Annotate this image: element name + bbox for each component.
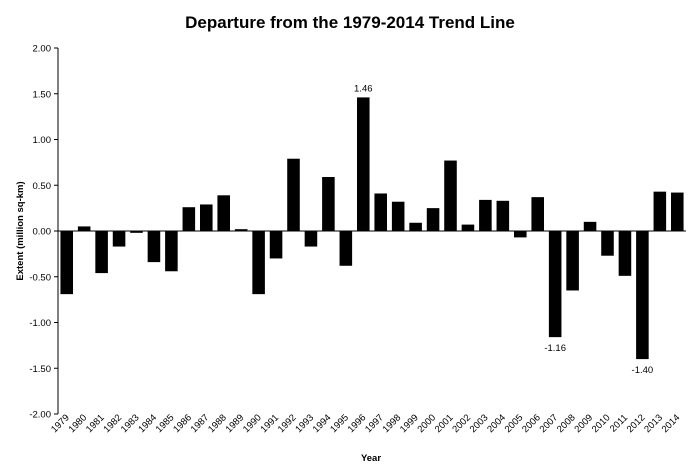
x-tick-label: 1990 bbox=[241, 412, 264, 435]
x-axis-ticks: 1979198019811982198319841985198619871988… bbox=[49, 412, 682, 435]
x-tick-label: 2014 bbox=[660, 412, 683, 435]
bar bbox=[548, 231, 562, 338]
bar bbox=[234, 229, 248, 231]
x-tick-label: 1998 bbox=[381, 412, 404, 435]
bar bbox=[374, 193, 388, 231]
bar bbox=[165, 231, 178, 272]
bar bbox=[182, 207, 196, 231]
y-tick-label: 0.50 bbox=[33, 181, 52, 192]
bar bbox=[461, 224, 475, 231]
bar bbox=[479, 199, 492, 231]
bar bbox=[304, 231, 318, 247]
bar bbox=[670, 192, 684, 231]
bar bbox=[95, 231, 108, 274]
x-tick-label: 1991 bbox=[258, 412, 281, 435]
x-tick-label: 2007 bbox=[538, 412, 561, 435]
y-tick-label: -2.00 bbox=[29, 410, 51, 421]
bar bbox=[130, 231, 143, 233]
x-tick-label: 1989 bbox=[224, 412, 247, 435]
bar bbox=[60, 231, 74, 295]
bars-group bbox=[60, 97, 684, 360]
bar bbox=[269, 231, 283, 259]
x-tick-label: 1999 bbox=[398, 412, 421, 435]
bar bbox=[112, 231, 126, 247]
x-tick-label: 2010 bbox=[590, 412, 613, 435]
x-tick-label: 2013 bbox=[642, 412, 665, 435]
bar bbox=[199, 204, 213, 231]
bar bbox=[618, 231, 632, 276]
y-tick-label: 1.00 bbox=[33, 135, 52, 146]
bar bbox=[391, 201, 405, 231]
x-tick-label: 2006 bbox=[520, 412, 543, 435]
x-tick-label: 1993 bbox=[293, 412, 316, 435]
y-tick-label: -0.50 bbox=[29, 272, 51, 283]
data-label: -1.40 bbox=[632, 365, 654, 376]
y-tick-label: -1.00 bbox=[29, 318, 51, 329]
data-labels-group: 1.46 -1.16 -1.40 bbox=[354, 83, 653, 376]
y-tick-label: -1.50 bbox=[29, 364, 51, 375]
x-tick-label: 1988 bbox=[206, 412, 229, 435]
bar bbox=[601, 231, 614, 256]
chart-title: Departure from the 1979-2014 Trend Line bbox=[185, 13, 515, 32]
x-tick-label: 2011 bbox=[608, 412, 630, 434]
x-tick-label: 2008 bbox=[555, 412, 578, 435]
bar bbox=[287, 158, 300, 231]
x-tick-label: 1986 bbox=[171, 412, 194, 435]
bar bbox=[513, 231, 527, 238]
bar bbox=[566, 231, 579, 291]
bar bbox=[356, 97, 370, 231]
y-tick-label: 2.00 bbox=[33, 44, 52, 55]
bar bbox=[147, 231, 161, 263]
bar bbox=[77, 226, 91, 231]
x-tick-label: 1982 bbox=[101, 412, 124, 435]
x-tick-label: 1979 bbox=[49, 412, 72, 435]
data-label: 1.46 bbox=[354, 83, 373, 94]
x-tick-label: 1997 bbox=[363, 412, 386, 435]
x-tick-label: 1995 bbox=[328, 412, 351, 435]
bar bbox=[252, 231, 265, 295]
x-tick-label: 2012 bbox=[625, 412, 648, 435]
bar bbox=[496, 200, 510, 231]
x-tick-label: 2001 bbox=[433, 412, 456, 435]
x-tick-label: 1996 bbox=[346, 412, 369, 435]
bar bbox=[409, 222, 422, 231]
x-tick-label: 1985 bbox=[154, 412, 177, 435]
x-tick-label: 1984 bbox=[136, 412, 159, 435]
x-tick-label: 2005 bbox=[503, 412, 526, 435]
bar bbox=[426, 208, 440, 231]
bar bbox=[636, 231, 649, 360]
bar bbox=[583, 221, 597, 231]
bar bbox=[339, 231, 353, 266]
x-tick-label: 2004 bbox=[485, 412, 508, 435]
y-axis-ticks: 2.00 1.50 1.00 0.50 0.00 -0.50 -1.00 -1.50 -2.00 bbox=[29, 44, 58, 421]
data-label: -1.16 bbox=[544, 343, 566, 354]
x-tick-label: 2000 bbox=[415, 412, 438, 435]
x-tick-label: 1980 bbox=[67, 412, 90, 435]
bar bbox=[531, 197, 545, 231]
y-tick-label: 0.00 bbox=[33, 227, 52, 238]
x-tick-label: 2002 bbox=[450, 412, 473, 435]
x-tick-label: 2009 bbox=[572, 412, 595, 435]
bar bbox=[653, 191, 667, 231]
y-tick-label: 1.50 bbox=[33, 89, 52, 100]
x-tick-label: 1994 bbox=[311, 412, 334, 435]
x-axis-label: Year bbox=[361, 453, 381, 464]
bar bbox=[217, 195, 231, 231]
x-tick-label: 1981 bbox=[84, 412, 107, 435]
x-tick-label: 1987 bbox=[189, 412, 212, 435]
bar bbox=[322, 177, 335, 231]
x-tick-label: 1992 bbox=[276, 412, 299, 435]
x-tick-label: 2003 bbox=[468, 412, 491, 435]
bar bbox=[444, 160, 457, 231]
x-tick-label: 1983 bbox=[119, 412, 142, 435]
y-axis-label: Extent (million sq-km) bbox=[15, 181, 26, 280]
